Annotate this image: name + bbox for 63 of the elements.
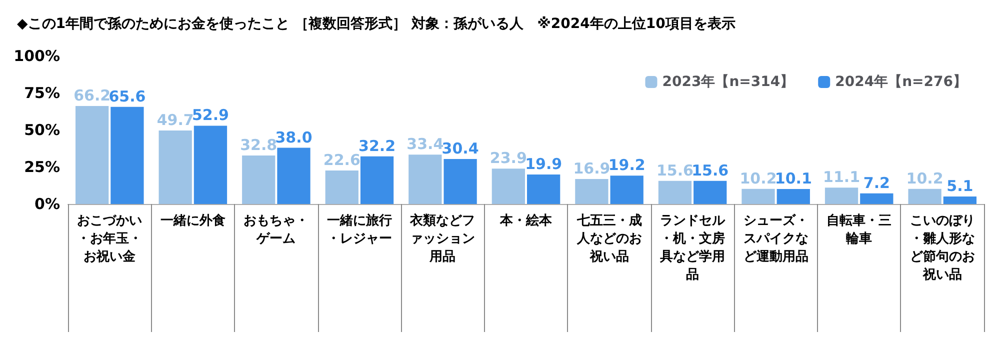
bar: [325, 170, 358, 204]
x-tick-label: 七五三・成人などのお祝い品: [576, 214, 642, 264]
x-tick-label: 本・絵本: [499, 214, 553, 228]
x-tick-label: こいのぼり・雛人形など節句のお祝い品: [910, 214, 975, 282]
bar: [444, 159, 477, 204]
bar: [110, 106, 144, 204]
x-tick-label: 一緒に外食: [160, 214, 226, 228]
bar: [694, 180, 727, 204]
data-label: 15.6: [692, 161, 729, 180]
data-label: 10.1: [774, 170, 812, 188]
data-label: 5.1: [946, 176, 974, 195]
x-tick-label: おこづかい・お年玉・お祝い金: [77, 214, 142, 264]
bar: [492, 168, 526, 204]
data-label: 65.6: [108, 87, 146, 106]
data-label: 38.0: [275, 128, 312, 146]
data-label: 32.2: [358, 136, 396, 155]
data-label: 16.9: [573, 159, 610, 178]
y-tick-label: 75%: [24, 84, 60, 102]
x-tick-label: 衣類などファッション用品: [409, 212, 476, 264]
data-label: 10.2: [906, 169, 944, 188]
bar: [610, 176, 644, 204]
bar: [277, 148, 310, 204]
data-label: 66.2: [74, 86, 111, 105]
data-label: 52.9: [192, 106, 229, 124]
data-label: 23.9: [490, 149, 527, 168]
bar: [908, 188, 942, 204]
x-tick-label: 一緒に旅行・レジャー: [326, 212, 392, 246]
bar: [158, 130, 192, 204]
y-tick-label: 100%: [14, 47, 60, 65]
bar: [75, 106, 109, 204]
bar: [860, 193, 894, 204]
bar: [742, 188, 775, 204]
data-label: 11.1: [823, 168, 860, 186]
bar: [408, 154, 442, 204]
bar: [360, 156, 394, 204]
bar: [194, 126, 228, 204]
x-tick-label: シューズ・スパイクなど運動用品: [743, 214, 808, 264]
bar: [658, 180, 692, 204]
data-label: 19.2: [608, 156, 646, 174]
bar: [526, 174, 560, 204]
data-label: 10.2: [740, 169, 777, 188]
bar: [824, 188, 858, 204]
x-tick-label: ランドセル・机・文房具など学用品: [659, 214, 726, 282]
y-tick-label: 50%: [24, 121, 60, 139]
y-tick-label: 25%: [24, 158, 60, 176]
data-label: 32.8: [240, 136, 278, 154]
data-label: 33.4: [406, 135, 444, 154]
data-label: 15.6: [656, 161, 694, 180]
data-label: 49.7: [156, 110, 194, 129]
data-label: 22.6: [323, 151, 360, 170]
data-label: 30.4: [442, 140, 479, 158]
bar: [943, 196, 977, 204]
x-tick-label: おもちゃ・ゲーム: [244, 214, 309, 246]
bar: [575, 178, 608, 204]
data-label: 19.9: [525, 155, 562, 174]
x-tick-label: 自転車・三輪車: [826, 214, 892, 246]
legend-label: 2023年【n=314】: [662, 74, 794, 90]
chart-title: ◆この1年間で孫のためにお金を使ったこと ［複数回答形式］ 対象：孫がいる人 ※2024年の上位10項目を表示: [17, 15, 736, 32]
legend-label: 2024年【n=276】: [835, 74, 968, 90]
data-label: 7.2: [863, 174, 890, 192]
bar: [776, 189, 810, 204]
bar: [242, 155, 276, 204]
y-tick-label: 0%: [34, 195, 60, 213]
